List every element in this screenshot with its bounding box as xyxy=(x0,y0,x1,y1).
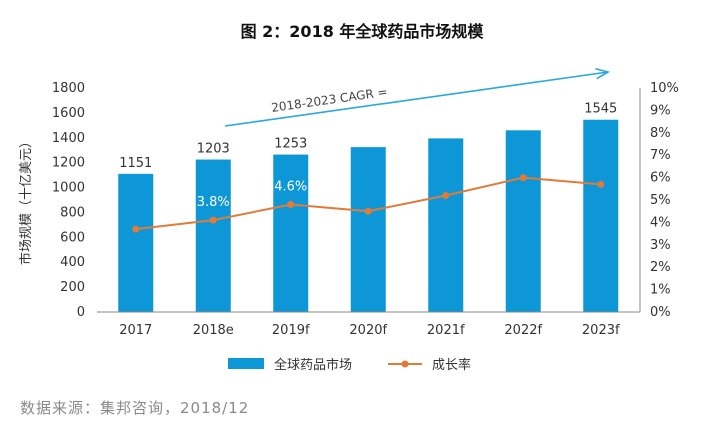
legend-line-marker xyxy=(401,360,409,368)
growth-rate-point xyxy=(132,225,140,233)
bar xyxy=(505,130,541,312)
y-tick-label: 1000 xyxy=(52,181,85,196)
cagr-arrow-head xyxy=(595,67,611,80)
legend-bar-swatch xyxy=(228,358,264,369)
y-tick-label: 600 xyxy=(60,230,85,245)
x-tick-label: 2017 xyxy=(119,323,152,338)
bar xyxy=(273,154,309,312)
line-value-label: 4.6% xyxy=(274,179,307,194)
y-tick-label: 0 xyxy=(77,305,85,320)
x-tick-label: 2018e xyxy=(193,323,234,338)
y2-tick-label: 5% xyxy=(650,193,671,208)
bar-value-label: 1151 xyxy=(119,156,152,171)
growth-rate-point xyxy=(597,180,605,188)
growth-rate-point xyxy=(519,174,527,182)
y-tick-label: 200 xyxy=(60,280,85,295)
y2-tick-label: 6% xyxy=(650,171,671,186)
y-tick-label: 1200 xyxy=(52,156,85,171)
y2-tick-label: 2% xyxy=(650,260,671,275)
bar-value-label: 1203 xyxy=(197,142,230,157)
y2-tick-label: 1% xyxy=(650,283,671,298)
x-tick-label: 2021f xyxy=(427,323,465,338)
y-tick-label: 400 xyxy=(60,255,85,270)
legend-bar-label: 全球药品市场 xyxy=(274,357,352,373)
source-note: 数据来源：集邦咨询，2018/12 xyxy=(20,399,250,417)
growth-rate-point xyxy=(287,200,295,208)
growth-rate-point xyxy=(442,192,450,200)
x-tick-label: 2019f xyxy=(272,323,310,338)
bar-value-label: 1253 xyxy=(274,137,307,152)
bar xyxy=(118,173,154,312)
y2-tick-label: 3% xyxy=(650,238,671,253)
y2-tick-label: 10% xyxy=(650,81,679,96)
y-tick-label: 1600 xyxy=(52,106,85,121)
bar-value-label: 1545 xyxy=(584,102,617,117)
y-tick-label: 800 xyxy=(60,205,85,220)
cagr-arrow-line xyxy=(224,71,609,127)
x-tick-label: 2022f xyxy=(504,323,542,338)
bar xyxy=(350,147,386,312)
y-tick-label: 1800 xyxy=(52,81,85,96)
y2-tick-label: 8% xyxy=(650,126,671,141)
y-tick-label: 1400 xyxy=(52,131,85,146)
bar xyxy=(583,119,619,312)
y2-tick-label: 7% xyxy=(650,148,671,163)
line-value-label: 3.8% xyxy=(197,195,230,210)
y2-tick-label: 9% xyxy=(650,103,671,118)
bar xyxy=(195,159,231,312)
legend-line-label: 成长率 xyxy=(432,357,471,373)
y2-tick-label: 0% xyxy=(650,305,671,320)
y-axis-label: 市场规模（十亿美元） xyxy=(18,135,34,265)
growth-rate-point xyxy=(209,216,217,224)
y2-tick-label: 4% xyxy=(650,215,671,230)
x-tick-label: 2023f xyxy=(582,323,620,338)
chart-title: 图 2：2018 年全球药品市场规模 xyxy=(240,22,484,41)
growth-rate-point xyxy=(364,207,372,215)
bar xyxy=(428,138,464,312)
cagr-annotation: 2018-2023 CAGR = xyxy=(270,85,388,115)
x-tick-label: 2020f xyxy=(349,323,387,338)
